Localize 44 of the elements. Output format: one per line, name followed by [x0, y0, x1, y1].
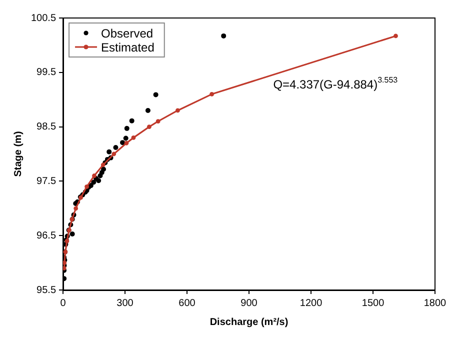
point: [153, 92, 158, 98]
x-tick-label: 1800: [424, 298, 447, 309]
y-tick-label: 98.5: [36, 122, 56, 133]
x-tick-label: 1500: [362, 298, 385, 309]
y-tick-label: 99.5: [36, 67, 56, 78]
point: [101, 166, 106, 172]
point: [96, 178, 102, 184]
x-axis-title: Discharge (m²/s): [210, 316, 288, 328]
y-tick-label: 97.5: [36, 176, 56, 187]
point: [124, 126, 130, 131]
x-tick-label: 300: [116, 298, 134, 309]
point: [394, 34, 398, 38]
x-tick-label: 600: [178, 298, 196, 309]
point: [129, 118, 134, 124]
point: [124, 140, 129, 146]
x-tick-label: 1200: [300, 298, 323, 309]
point: [84, 184, 89, 189]
x-tick-label: 0: [60, 298, 66, 309]
point: [63, 260, 67, 265]
point: [100, 162, 106, 168]
point: [156, 119, 160, 124]
y-tick-label: 95.5: [36, 284, 56, 296]
point: [210, 92, 214, 96]
point: [221, 33, 226, 38]
point: [106, 149, 112, 154]
legend-label: Estimated: [101, 40, 154, 54]
point: [123, 136, 128, 141]
point: [92, 174, 96, 178]
point: [145, 108, 150, 113]
point: [63, 266, 66, 270]
point: [120, 140, 126, 146]
legend-label: Observed: [101, 26, 154, 40]
point: [74, 206, 78, 211]
point: [70, 231, 75, 236]
point: [113, 144, 118, 150]
point: [131, 135, 136, 140]
y-tick-label: 100.5: [30, 12, 56, 24]
point: [91, 180, 96, 185]
x-tick-label: 900: [240, 298, 258, 309]
y-tick-label: 96.5: [36, 230, 56, 242]
point: [112, 152, 116, 156]
y-axis-title: Stage (m): [12, 131, 24, 177]
point: [176, 108, 180, 113]
point: [147, 124, 152, 129]
